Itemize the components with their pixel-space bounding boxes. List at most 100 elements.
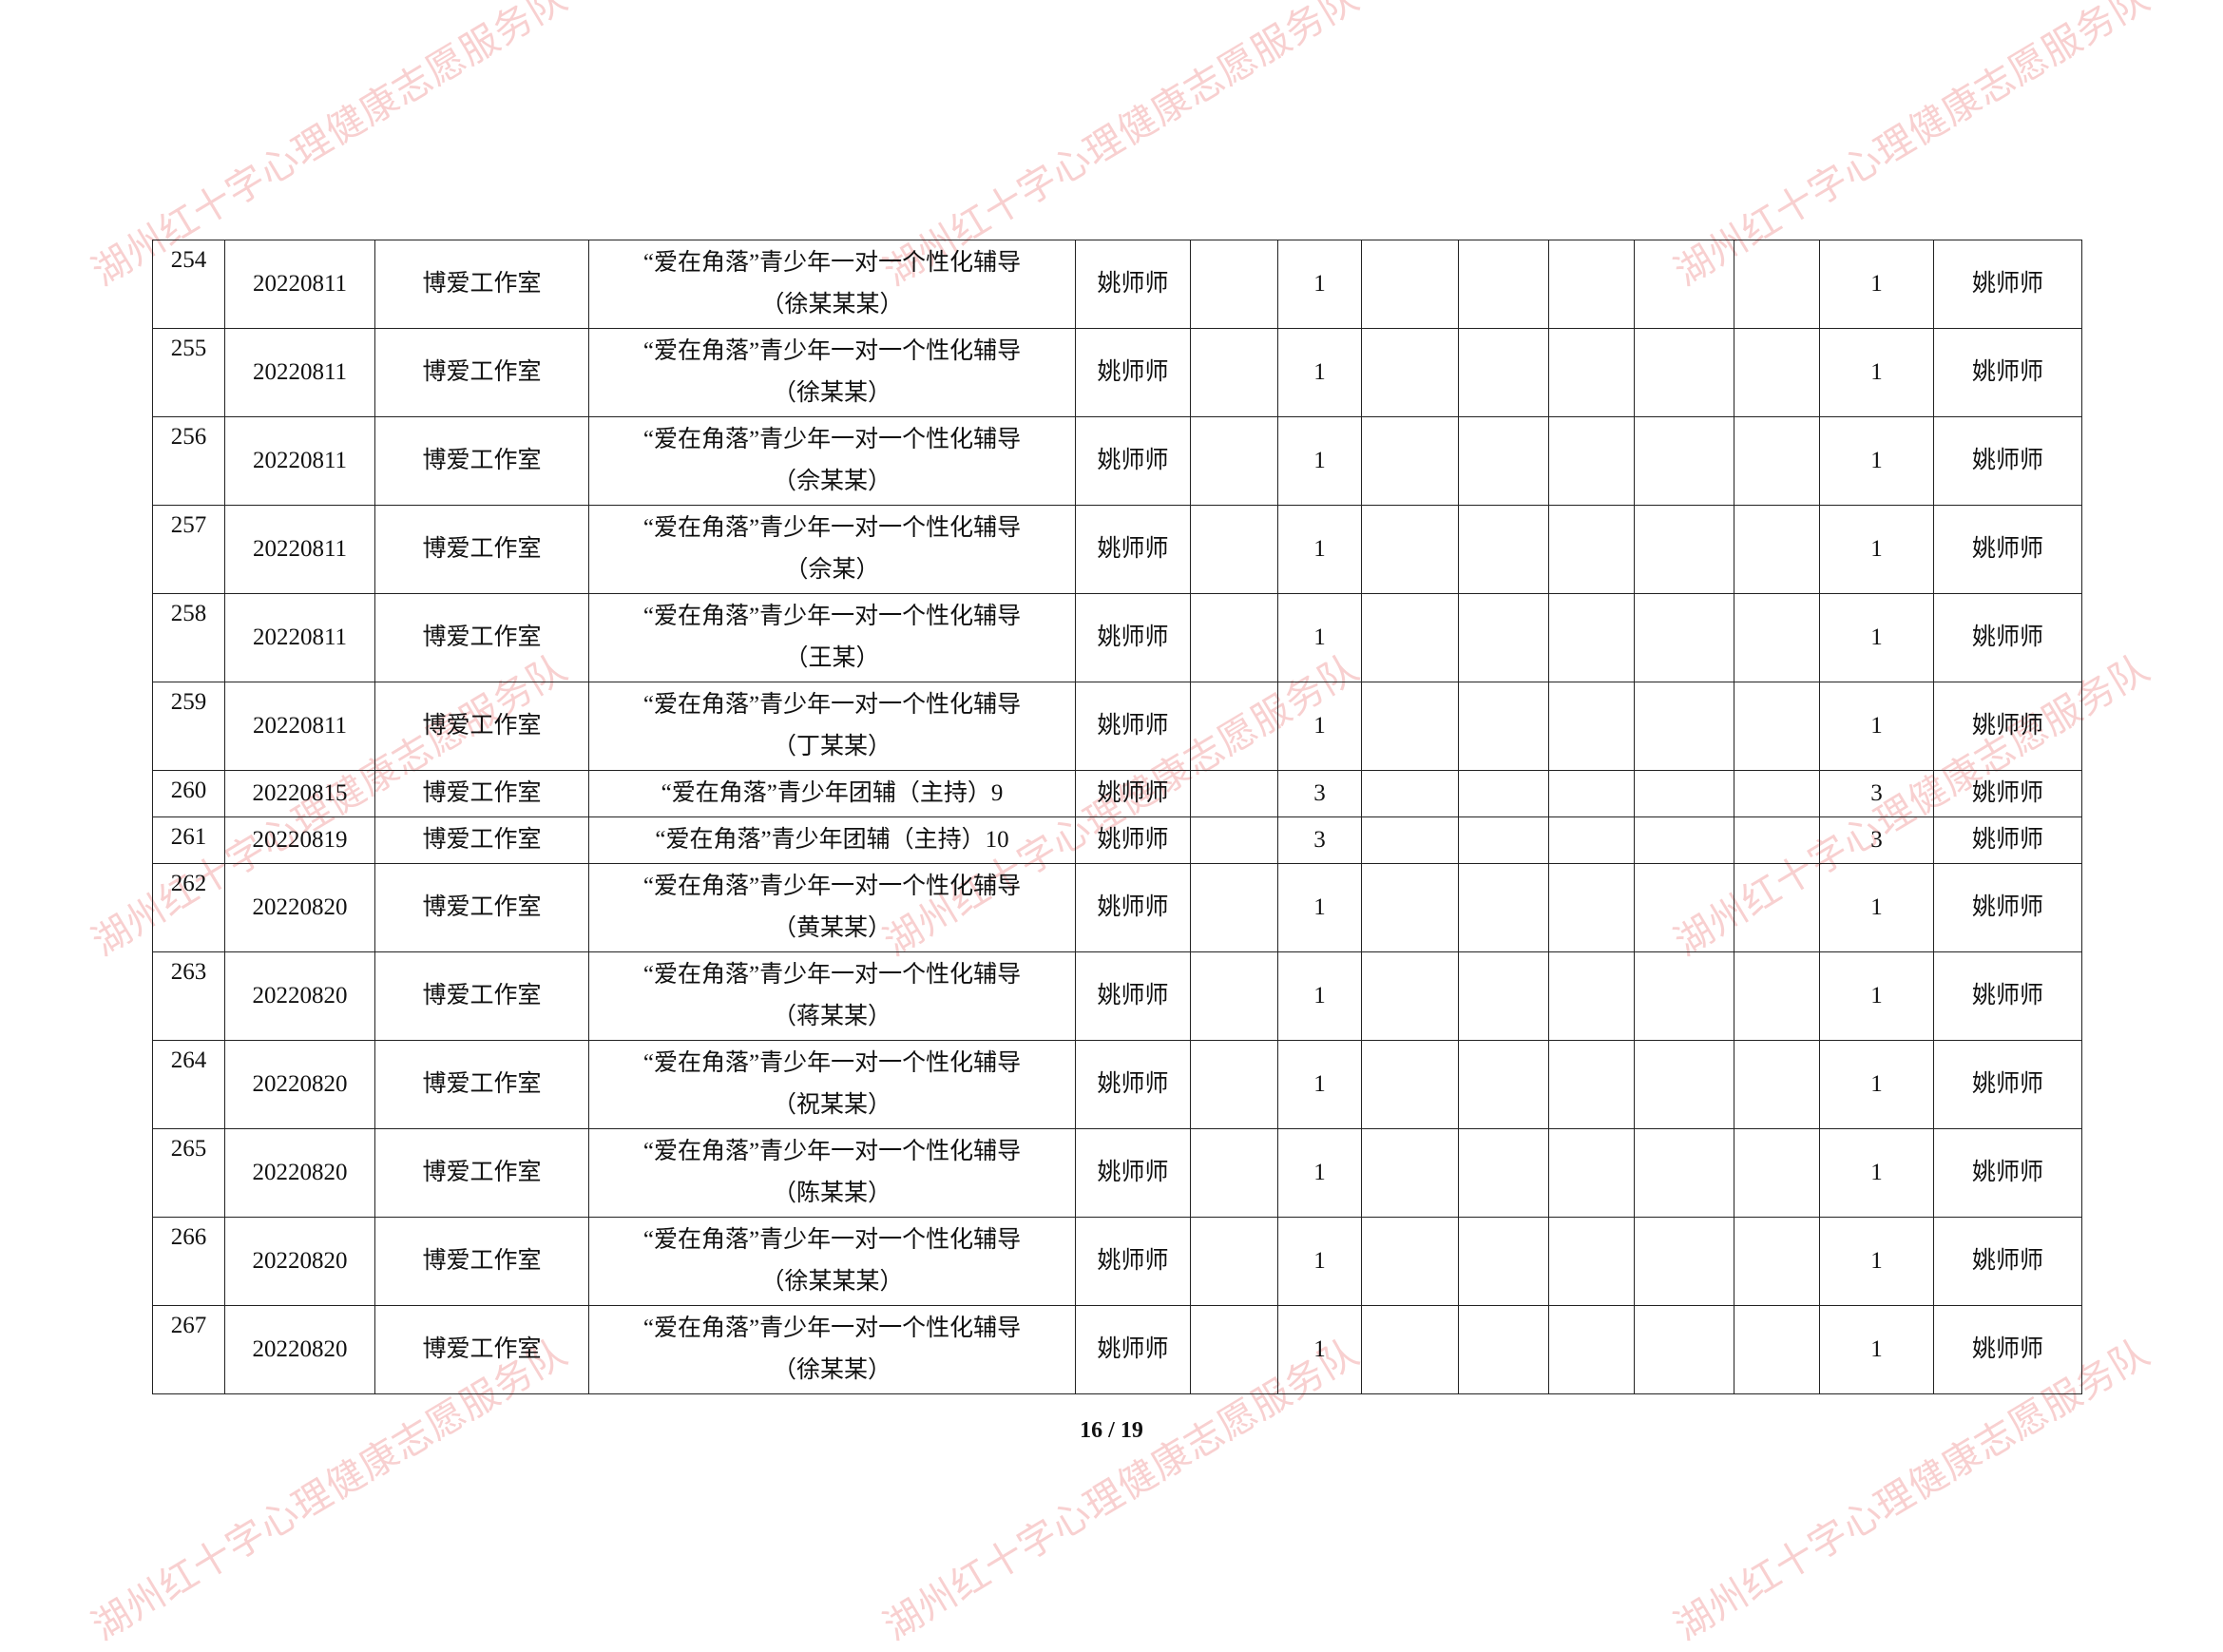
- table-row: 256 20220811 博爱工作室 “爱在角落”青少年一对一个性化辅导 （佘某某） 姚师…: [152, 416, 2082, 506]
- row-number: 263: [152, 951, 225, 1041]
- activity-line: （黄某某）: [772, 915, 891, 941]
- signer-cell: 姚师师: [1933, 682, 2082, 771]
- empty-cell: [1190, 863, 1278, 952]
- activity-cell: “爱在角落”青少年团辅（主持）10: [588, 816, 1076, 864]
- teacher-cell: 姚师师: [1075, 863, 1191, 952]
- row-number: 256: [152, 416, 225, 506]
- empty-cell: [1361, 416, 1459, 506]
- empty-cell: [1190, 416, 1278, 506]
- empty-cell: [1734, 505, 1820, 594]
- activity-cell: “爱在角落”青少年一对一个性化辅导 （佘某某）: [588, 416, 1076, 506]
- table-row: 260 20220815 博爱工作室 “爱在角落”青少年团辅（主持）9 姚师师 3 3 姚师师: [152, 770, 2082, 817]
- empty-cell: [1734, 328, 1820, 417]
- empty-cell: [1458, 682, 1549, 771]
- row-number: 255: [152, 328, 225, 417]
- table-row: 259 20220811 博爱工作室 “爱在角落”青少年一对一个性化辅导 （丁某某） 姚师…: [152, 682, 2082, 771]
- row-number: 267: [152, 1305, 225, 1394]
- empty-cell: [1634, 770, 1734, 817]
- table-row: 267 20220820 博爱工作室 “爱在角落”青少年一对一个性化辅导 （徐某某） 姚师…: [152, 1305, 2082, 1394]
- activity-cell: “爱在角落”青少年一对一个性化辅导 （徐某某某）: [588, 240, 1076, 329]
- teacher-cell: 姚师师: [1075, 416, 1191, 506]
- empty-cell: [1361, 505, 1459, 594]
- activity-line: （祝某某）: [772, 1092, 891, 1118]
- activity-cell: “爱在角落”青少年一对一个性化辅导 （祝某某）: [588, 1040, 1076, 1129]
- empty-cell: [1734, 1217, 1820, 1306]
- date-cell: 20220820: [224, 1128, 375, 1218]
- total-cell: 1: [1819, 1128, 1934, 1218]
- signer-cell: 姚师师: [1933, 240, 2082, 329]
- signer-cell: 姚师师: [1933, 416, 2082, 506]
- empty-cell: [1548, 416, 1635, 506]
- empty-cell: [1734, 770, 1820, 817]
- signer-cell: 姚师师: [1933, 593, 2082, 682]
- empty-cell: [1634, 593, 1734, 682]
- activity-line: “爱在角落”青少年一对一个性化辅导: [642, 250, 1022, 276]
- empty-cell: [1458, 505, 1549, 594]
- activity-line: （陈某某）: [772, 1181, 891, 1206]
- date-cell: 20220820: [224, 1305, 375, 1394]
- department-cell: 博爱工作室: [374, 1217, 589, 1306]
- empty-cell: [1634, 416, 1734, 506]
- teacher-cell: 姚师师: [1075, 770, 1191, 817]
- empty-cell: [1634, 505, 1734, 594]
- date-cell: 20220815: [224, 770, 375, 817]
- empty-cell: [1548, 328, 1635, 417]
- table-row: 265 20220820 博爱工作室 “爱在角落”青少年一对一个性化辅导 （陈某某） 姚师…: [152, 1128, 2082, 1218]
- teacher-cell: 姚师师: [1075, 593, 1191, 682]
- table-row: 264 20220820 博爱工作室 “爱在角落”青少年一对一个性化辅导 （祝某某） 姚师…: [152, 1040, 2082, 1129]
- teacher-cell: 姚师师: [1075, 328, 1191, 417]
- empty-cell: [1548, 1305, 1635, 1394]
- signer-cell: 姚师师: [1933, 863, 2082, 952]
- empty-cell: [1548, 240, 1635, 329]
- empty-cell: [1734, 682, 1820, 771]
- volunteer-log-table: 254 20220811 博爱工作室 “爱在角落”青少年一对一个性化辅导 （徐某某某）姚…: [152, 240, 2082, 1394]
- table-row: 255 20220811 博爱工作室 “爱在角落”青少年一对一个性化辅导 （徐某某） 姚师…: [152, 328, 2082, 417]
- activity-line: “爱在角落”青少年团辅（主持）10: [655, 827, 1009, 853]
- activity-cell: “爱在角落”青少年一对一个性化辅导 （黄某某）: [588, 863, 1076, 952]
- empty-cell: [1548, 816, 1635, 864]
- activity-line: “爱在角落”青少年一对一个性化辅导: [642, 1316, 1022, 1341]
- count-cell: 1: [1277, 1040, 1362, 1129]
- activity-line: “爱在角落”青少年一对一个性化辅导: [642, 1050, 1022, 1076]
- row-number: 266: [152, 1217, 225, 1306]
- activity-cell: “爱在角落”青少年一对一个性化辅导 （徐某某）: [588, 328, 1076, 417]
- table-row: 254 20220811 博爱工作室 “爱在角落”青少年一对一个性化辅导 （徐某某某） 姚…: [152, 240, 2082, 329]
- teacher-cell: 姚师师: [1075, 682, 1191, 771]
- total-cell: 1: [1819, 593, 1934, 682]
- count-cell: 1: [1277, 1305, 1362, 1394]
- count-cell: 1: [1277, 1217, 1362, 1306]
- empty-cell: [1634, 682, 1734, 771]
- empty-cell: [1634, 816, 1734, 864]
- empty-cell: [1734, 240, 1820, 329]
- row-number: 259: [152, 682, 225, 771]
- empty-cell: [1548, 770, 1635, 817]
- empty-cell: [1361, 1305, 1459, 1394]
- total-cell: 1: [1819, 682, 1934, 771]
- signer-cell: 姚师师: [1933, 1217, 2082, 1306]
- row-number: 257: [152, 505, 225, 594]
- empty-cell: [1361, 816, 1459, 864]
- empty-cell: [1361, 1128, 1459, 1218]
- activity-line: “爱在角落”青少年一对一个性化辅导: [642, 1227, 1022, 1253]
- signer-cell: 姚师师: [1933, 951, 2082, 1041]
- activity-line: “爱在角落”青少年一对一个性化辅导: [642, 692, 1022, 718]
- empty-cell: [1190, 816, 1278, 864]
- total-cell: 1: [1819, 1305, 1934, 1394]
- empty-cell: [1190, 682, 1278, 771]
- activity-cell: “爱在角落”青少年一对一个性化辅导 （王某）: [588, 593, 1076, 682]
- department-cell: 博爱工作室: [374, 416, 589, 506]
- empty-cell: [1190, 328, 1278, 417]
- department-cell: 博爱工作室: [374, 816, 589, 864]
- activity-cell: “爱在角落”青少年一对一个性化辅导 （佘某）: [588, 505, 1076, 594]
- empty-cell: [1361, 863, 1459, 952]
- empty-cell: [1190, 593, 1278, 682]
- department-cell: 博爱工作室: [374, 240, 589, 329]
- total-cell: 1: [1819, 416, 1934, 506]
- activity-line: （徐某某某）: [760, 292, 904, 317]
- empty-cell: [1734, 1128, 1820, 1218]
- activity-line: （徐某某）: [772, 380, 891, 406]
- count-cell: 1: [1277, 505, 1362, 594]
- empty-cell: [1190, 770, 1278, 817]
- empty-cell: [1458, 1305, 1549, 1394]
- row-number: 262: [152, 863, 225, 952]
